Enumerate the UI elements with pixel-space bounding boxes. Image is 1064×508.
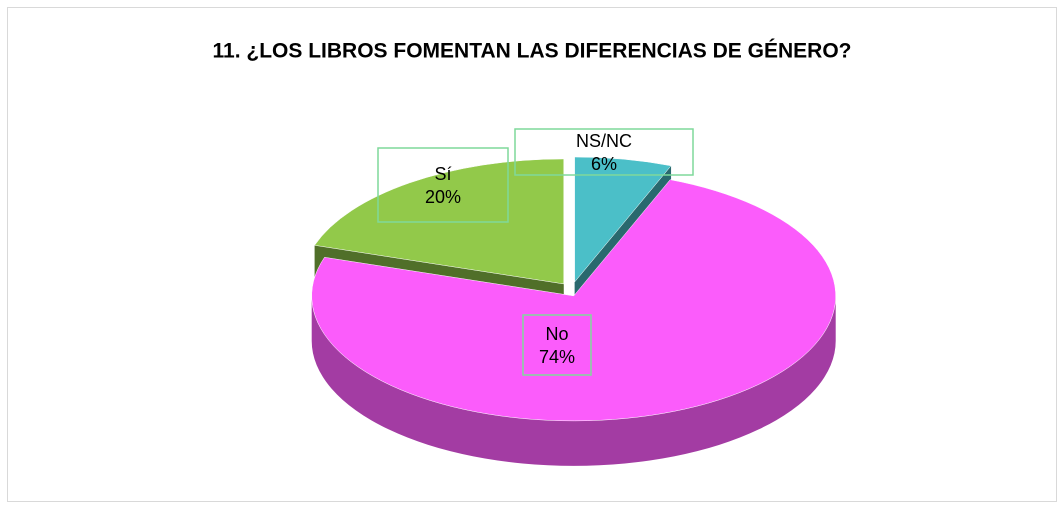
slice	[574, 156, 672, 283]
chart-title: 11. ¿LOS LIBROS FOMENTAN LAS DIFERENCIAS…	[213, 40, 852, 63]
data-label-name: Sí	[434, 164, 451, 184]
data-label-name: NS/NC	[576, 131, 632, 151]
data-label-box	[522, 314, 592, 376]
data-label-value: 6%	[591, 154, 617, 174]
data-label-value: 20%	[425, 187, 461, 207]
data-label-box	[377, 147, 509, 223]
data-label-box	[514, 128, 694, 176]
data-label-value: 74%	[539, 347, 575, 367]
data-label-name: No	[545, 324, 568, 344]
slice-rim	[311, 295, 836, 466]
slice	[311, 179, 836, 422]
